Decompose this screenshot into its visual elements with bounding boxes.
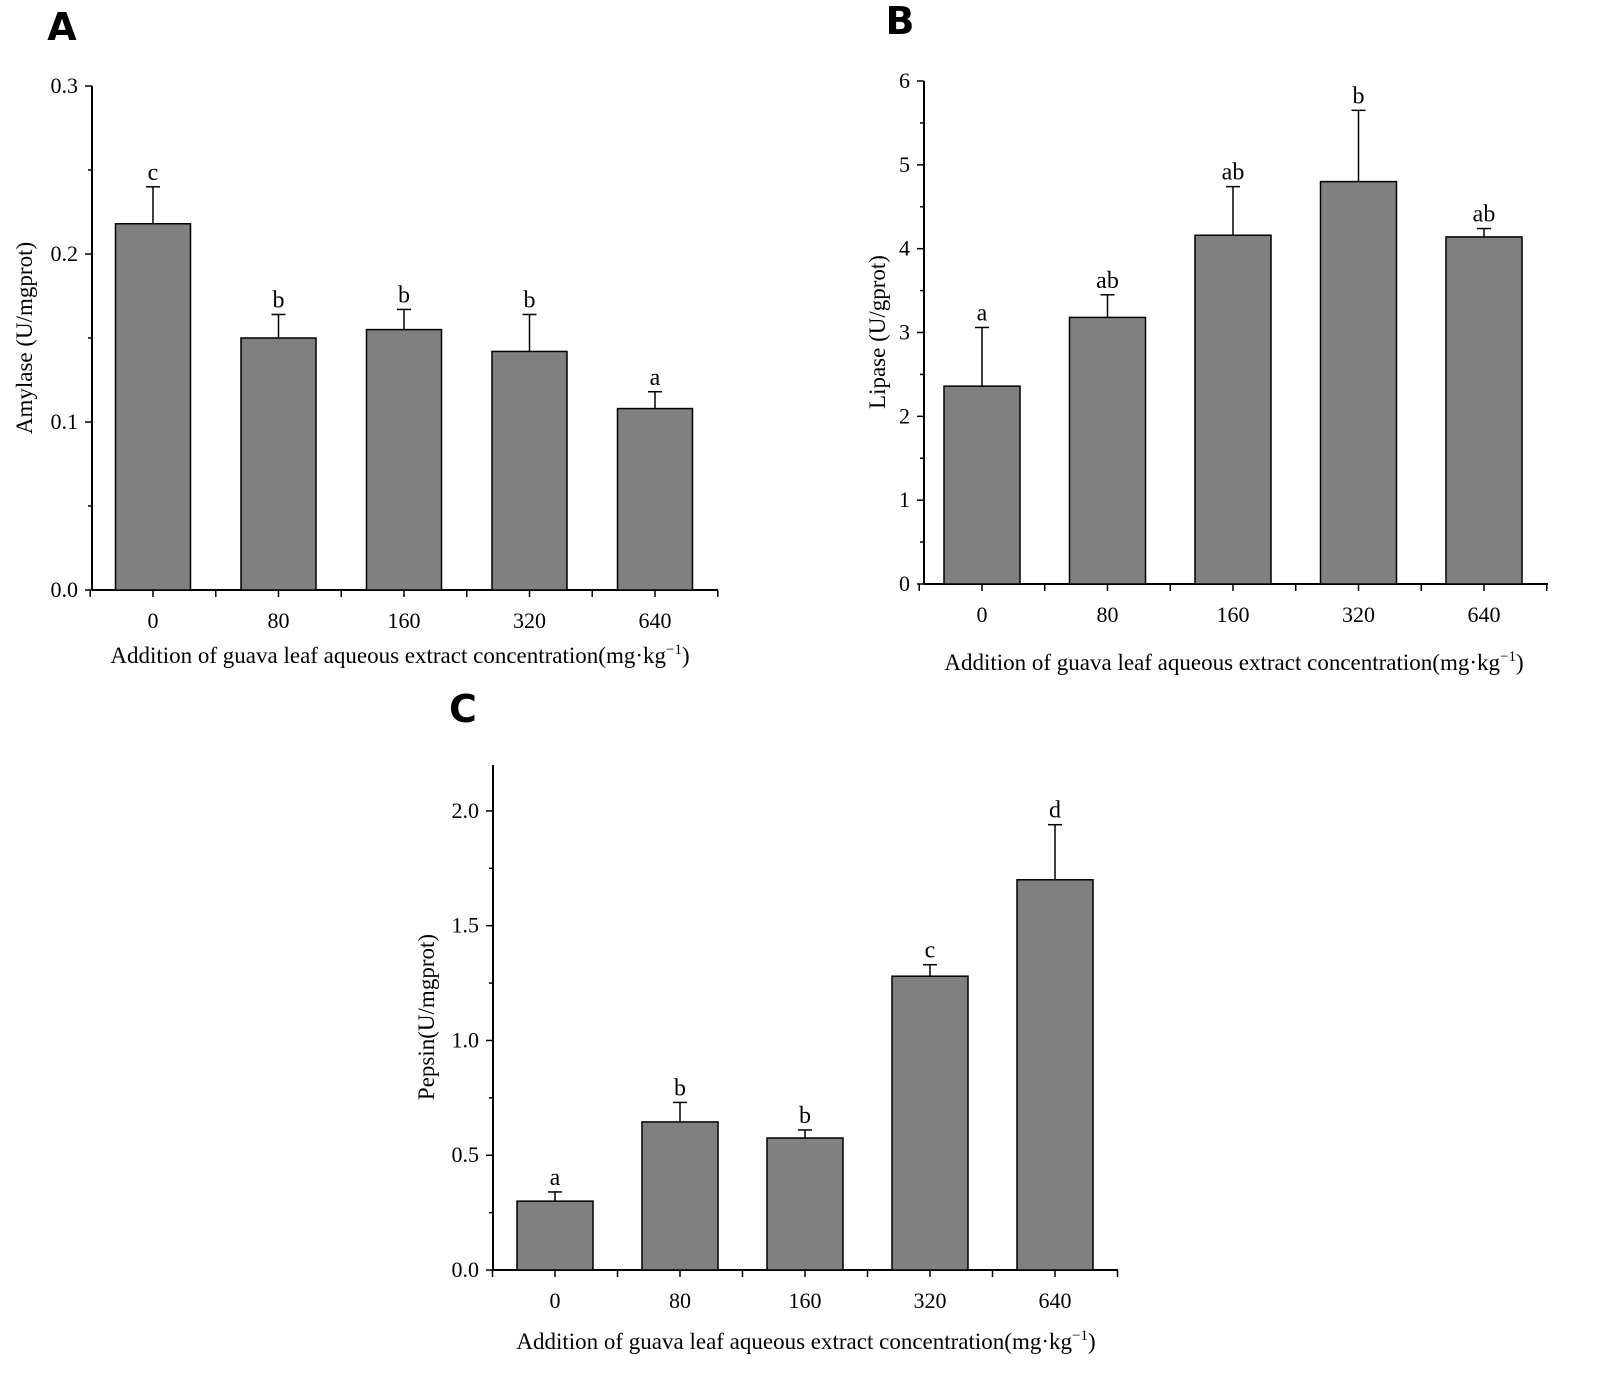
significance-label: a [977,300,988,326]
x-tick-label: 160 [789,1288,822,1313]
significance-label: ab [1473,202,1496,228]
bar-640 [616,407,694,591]
significance-label: b [1353,83,1365,109]
bar-640 [1445,236,1523,585]
bar-0 [943,385,1021,585]
y-tick-label: 0.5 [452,1142,480,1167]
x-axis-label: Addition of guava leaf aqueous extract c… [944,649,1523,675]
significance-label: b [674,1075,686,1101]
y-tick-label: 0.0 [452,1257,480,1282]
bar-0 [114,223,192,591]
x-tick-label: 80 [669,1288,691,1313]
bar-320 [1319,180,1398,585]
y-tick-label: 6 [899,68,910,93]
y-tick-label: 2.0 [452,798,480,823]
y-tick-label: 2 [899,403,910,428]
panel-letter-a: A [47,5,77,49]
x-tick-label: 160 [388,608,421,633]
panel-letter-b: B [886,0,915,43]
significance-label: b [398,282,410,308]
bar-0 [516,1200,594,1271]
bar-80 [641,1121,719,1271]
x-tick-label: 0 [148,608,159,633]
bar-320 [491,350,568,591]
y-tick-label: 0 [899,571,910,596]
significance-label: ab [1222,160,1245,186]
bar-80 [1068,316,1147,585]
x-tick-label: 640 [639,608,672,633]
y-tick-label: 1 [899,487,910,512]
significance-label: b [524,287,536,313]
x-tick-label: 0 [977,602,988,627]
x-tick-label: 80 [1097,602,1119,627]
y-tick-label: 5 [899,152,910,177]
panel-letter-c: C [449,687,477,731]
x-tick-label: 320 [513,608,546,633]
bar-80 [240,337,317,591]
significance-label: d [1049,798,1061,824]
y-tick-label: 4 [899,236,910,261]
y-tick-label: 3 [899,320,910,345]
significance-label: a [550,1165,561,1191]
y-axis-label: Amylase (U/mgprot) [12,242,37,434]
significance-label: b [799,1103,811,1129]
bar-320 [891,975,969,1271]
y-tick-label: 0.3 [51,73,79,98]
significance-label: b [273,287,285,313]
x-axis-label: Addition of guava leaf aqueous extract c… [516,1328,1095,1354]
bar-640 [1016,879,1094,1271]
y-tick-label: 0.2 [51,241,79,266]
panel-a-chart: A 0.0 0.1 0.2 0.3 0 80 160 320 640 c b b b a Addition o… [12,5,719,668]
y-axis-label: Lipase (U/gprot) [865,255,890,409]
bar-160 [365,328,443,591]
x-tick-label: 160 [1217,602,1250,627]
x-tick-label: 80 [268,608,290,633]
bar-160 [1194,234,1272,585]
y-tick-label: 0.1 [51,409,79,434]
x-tick-label: 640 [1468,602,1501,627]
y-axis-label: Pepsin(U/mgprot) [414,934,439,1100]
x-tick-label: 0 [550,1288,561,1313]
panel-b-chart: B 0 1 2 3 4 5 6 0 80 160 320 640 a ab ab b ab Addition of … [865,0,1548,675]
y-tick-label: 1.0 [452,1027,480,1052]
panel-c-chart: C 0.0 0.5 1.0 1.5 2.0 0 80 160 320 640 a b b c d Additio… [414,687,1119,1354]
x-tick-label: 320 [914,1288,947,1313]
x-tick-label: 320 [1342,602,1375,627]
y-tick-label: 0.0 [51,577,79,602]
significance-label: c [148,160,159,186]
x-tick-label: 640 [1039,1288,1072,1313]
x-axis-label: Addition of guava leaf aqueous extract c… [110,642,689,668]
significance-label: ab [1096,268,1119,294]
y-tick-label: 1.5 [452,913,480,938]
significance-label: c [925,938,936,964]
bar-160 [766,1137,844,1271]
significance-label: a [650,365,661,391]
